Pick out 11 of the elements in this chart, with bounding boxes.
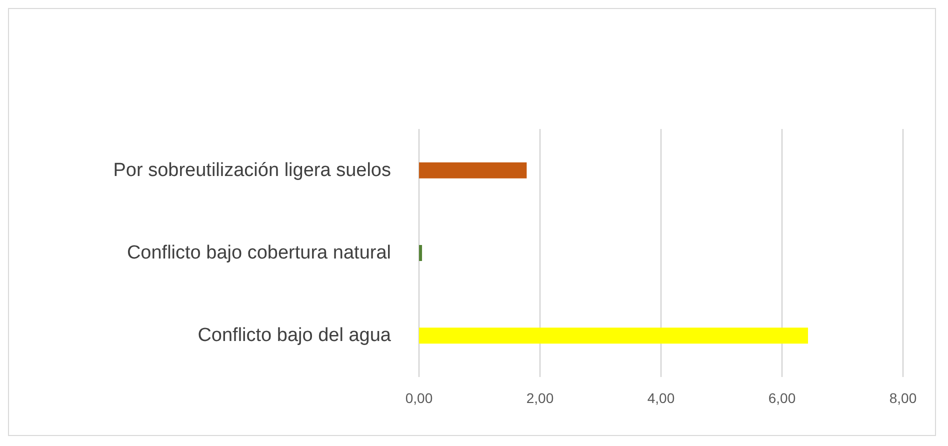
x-tick-label: 8,00 [889,390,917,406]
y-tick-label: Por sobreutilización ligera suelos [113,160,391,181]
bar [419,328,808,344]
bar [419,245,422,261]
bar [419,162,527,178]
x-tick-label: 6,00 [768,390,796,406]
y-tick-label: Conflicto bajo cobertura natural [126,242,391,264]
x-tick-label: 0,00 [405,390,433,406]
x-tick-label: 2,00 [526,390,554,406]
x-tick-label: 4,00 [647,390,675,406]
y-tick-label: Conflicto bajo del agua [198,325,392,346]
